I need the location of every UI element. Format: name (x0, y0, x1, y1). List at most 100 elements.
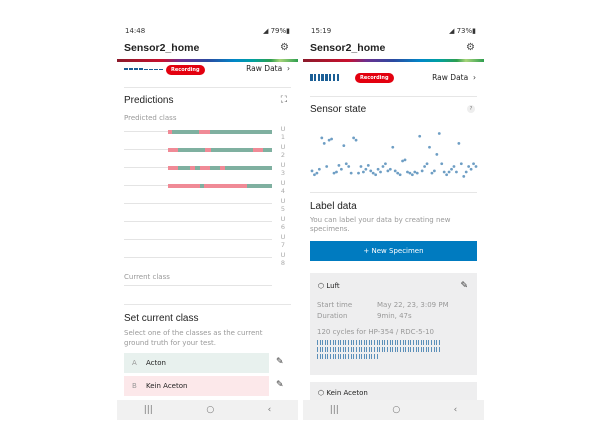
prediction-segment (247, 184, 272, 188)
unit-label: U 3 (280, 161, 286, 177)
scatter-point (354, 138, 358, 142)
scatter-point (403, 158, 407, 162)
scatter-point (442, 170, 446, 174)
scatter-point (381, 165, 385, 168)
scatter-point (457, 142, 461, 145)
scatter-point (459, 162, 463, 166)
cube-icon: ⬡ (318, 282, 325, 290)
scatter-point (408, 171, 412, 175)
home-icon[interactable]: ○ (206, 405, 215, 415)
expand-icon[interactable]: ⛶ (280, 95, 287, 105)
scatter-point (332, 171, 336, 175)
prediction-segment (168, 130, 173, 134)
prediction-segment (189, 166, 196, 170)
scatter-point (447, 170, 451, 174)
prediction-segment (200, 184, 205, 188)
prediction-row-line (124, 257, 272, 258)
specimen-card[interactable]: ⬡ Luft ✎ Start time May 22, 23, 3:09 PM … (310, 273, 477, 375)
scatter-point (344, 162, 348, 166)
android-nav-bar: ||| ○ ‹ (303, 400, 484, 420)
scatter-point (374, 173, 378, 177)
app-title: Sensor2_home (310, 42, 386, 54)
help-icon[interactable]: ? (467, 105, 475, 113)
scatter-point (349, 171, 353, 175)
prediction-bar (168, 148, 272, 152)
unit-label: U 5 (280, 197, 286, 213)
sensor-state-heading: Sensor state (310, 104, 367, 115)
cycle-row (317, 347, 449, 352)
back-icon[interactable]: ‹ (267, 405, 272, 415)
divider (124, 304, 291, 305)
prediction-segment (209, 130, 272, 134)
class-option-a[interactable]: A Acton (124, 353, 269, 373)
prediction-segment (200, 166, 210, 170)
prediction-segment (205, 148, 211, 152)
scatter-point (359, 165, 363, 168)
prediction-segment (209, 166, 220, 170)
label-data-description: You can label your data by creating new … (310, 216, 451, 233)
scatter-point (371, 171, 375, 175)
scatter-point (327, 138, 331, 142)
status-bar: 14:48 ◢ 79%▮ (125, 27, 290, 35)
home-icon[interactable]: ○ (392, 405, 401, 415)
clock: 14:48 (125, 27, 146, 35)
edit-icon[interactable]: ✎ (276, 380, 284, 390)
scatter-point (440, 162, 444, 166)
edit-icon[interactable]: ✎ (276, 357, 284, 367)
raw-data-link[interactable]: Raw Data › (246, 64, 290, 73)
set-class-heading: Set current class (124, 313, 199, 324)
raw-data-link[interactable]: Raw Data › (432, 73, 476, 82)
gear-icon[interactable]: ⚙ (466, 42, 475, 53)
divider (310, 192, 477, 193)
scatter-point (396, 171, 400, 175)
prediction-bar (168, 184, 272, 188)
scatter-point (310, 169, 314, 173)
divider (310, 96, 477, 97)
scatter-point (342, 144, 346, 147)
scatter-point (388, 167, 392, 171)
scatter-point (435, 153, 439, 156)
unit-label: U 8 (280, 251, 286, 267)
scatter-point (462, 175, 466, 178)
predicted-class-label: Predicted class (124, 114, 177, 122)
scatter-point (335, 170, 338, 174)
gear-icon[interactable]: ⚙ (280, 42, 289, 53)
recents-icon[interactable]: ||| (329, 405, 339, 415)
prediction-segment (178, 148, 206, 152)
specimen-card[interactable]: ⬡ Kein Aceton (310, 382, 477, 402)
prediction-row-line (124, 203, 272, 204)
prediction-bar (168, 130, 272, 134)
prediction-segment (195, 166, 201, 170)
scatter-point (472, 162, 475, 166)
scatter-point (467, 165, 471, 168)
scatter-point (445, 173, 449, 177)
specimen-title: ⬡ Luft (318, 282, 340, 290)
scatter-point (428, 145, 431, 149)
edit-icon[interactable]: ✎ (460, 281, 468, 291)
scatter-point (430, 171, 434, 175)
class-option-b[interactable]: B Kein Aceton (124, 376, 269, 396)
scatter-point (384, 162, 387, 166)
phone-predictions: 14:48 ◢ 79%▮ Sensor2_home ⚙ Recording Raw… (117, 20, 298, 420)
back-icon[interactable]: ‹ (453, 405, 458, 415)
scatter-point (379, 170, 382, 174)
current-class-line (124, 285, 272, 286)
divider (124, 87, 291, 88)
specimen-title: ⬡ Kein Aceton (318, 389, 368, 397)
sensor-state-scatter (310, 132, 478, 178)
phone-sensor-state: 15:19 ◢ 73%▮ Sensor2_home ⚙ Recording Raw… (303, 20, 484, 420)
scatter-point (369, 169, 373, 173)
prediction-segment (199, 130, 210, 134)
scatter-point (339, 167, 343, 171)
cycle-row (317, 340, 449, 345)
scatter-point (364, 167, 368, 171)
scatter-point (401, 159, 404, 163)
recents-icon[interactable]: ||| (143, 405, 153, 415)
scatter-point (398, 173, 402, 177)
prediction-segment (168, 166, 179, 170)
unit-label: U 6 (280, 215, 286, 231)
unit-label: U 2 (280, 143, 286, 159)
new-specimen-button[interactable]: + New Specimen (310, 241, 477, 261)
scatter-point (469, 167, 473, 171)
current-class-label: Current class (124, 273, 170, 281)
